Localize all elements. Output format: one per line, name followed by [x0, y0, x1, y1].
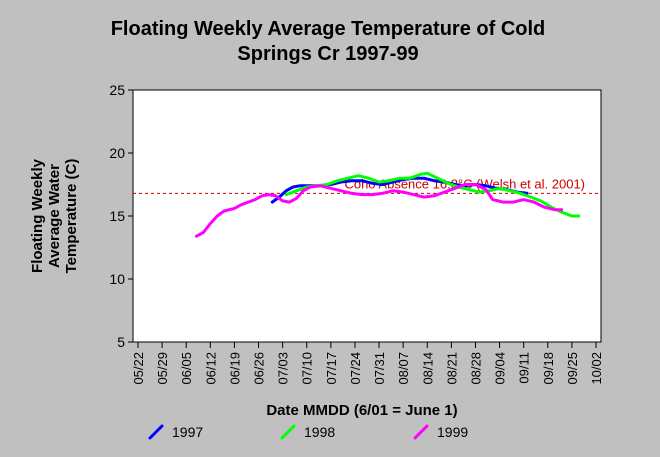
chart-title-line-1: Floating Weekly Average Temperature of C…	[111, 18, 546, 40]
y-tick-label: 10	[109, 271, 125, 287]
x-tick-label: 07/03	[276, 352, 291, 385]
legend-swatch-1999	[413, 424, 429, 440]
y-axis: 5 10 15 20 25	[109, 82, 133, 350]
y-tick-label: 5	[117, 334, 125, 350]
x-tick-label: 09/04	[493, 352, 508, 385]
legend: 1997 1998 1999	[148, 424, 468, 440]
legend-label-1998: 1998	[304, 424, 335, 440]
legend-label-1999: 1999	[437, 424, 468, 440]
plot-area	[132, 89, 602, 343]
x-tick-label: 05/29	[155, 352, 170, 385]
y-axis-title: Floating Weekly Average Water Temperatur…	[29, 158, 80, 273]
x-tick-label: 07/10	[300, 352, 315, 385]
x-tick-label: 09/11	[517, 352, 532, 384]
x-tick-label: 06/12	[203, 352, 218, 385]
series-line-1999	[195, 183, 564, 238]
x-tick-label: 06/05	[179, 352, 194, 385]
series-group	[195, 171, 581, 238]
x-tick-label: 10/02	[589, 352, 604, 385]
x-axis-title: Date MMDD (6/01 = June 1)	[266, 402, 457, 419]
x-tick-label: 08/21	[444, 352, 459, 385]
x-tick-label: 08/07	[396, 352, 411, 385]
series-line-1997	[270, 176, 529, 204]
series-line-1998	[284, 171, 581, 218]
legend-label-1997: 1997	[172, 424, 203, 440]
x-tick-label: 09/25	[565, 352, 580, 385]
x-tick-label: 06/19	[227, 352, 242, 385]
x-tick-label: 08/14	[420, 352, 435, 385]
x-tick-label: 05/22	[131, 352, 146, 385]
x-tick-label: 07/17	[324, 352, 339, 385]
y-tick-label: 25	[109, 82, 125, 98]
legend-swatch-1997	[148, 424, 164, 440]
chart-title-line-2: Springs Cr 1997-99	[237, 43, 418, 65]
x-axis: 05/22 05/29 06/05 06/12 06/19 06/26 07/03 07/10…	[131, 342, 604, 385]
y-axis-title-line-3: Temperature (C)	[63, 159, 80, 274]
y-tick-label: 20	[109, 145, 125, 161]
legend-swatch-1998	[280, 424, 296, 440]
y-axis-title-line-2: Average Water	[46, 164, 63, 268]
x-tick-label: 07/31	[372, 352, 387, 385]
y-tick-label: 15	[109, 208, 125, 224]
y-axis-title-line-1: Floating Weekly	[29, 158, 46, 273]
x-tick-label: 09/18	[541, 352, 556, 385]
x-tick-label: 07/24	[348, 352, 363, 385]
x-tick-label: 06/26	[252, 352, 267, 385]
x-tick-label: 08/28	[468, 352, 483, 385]
